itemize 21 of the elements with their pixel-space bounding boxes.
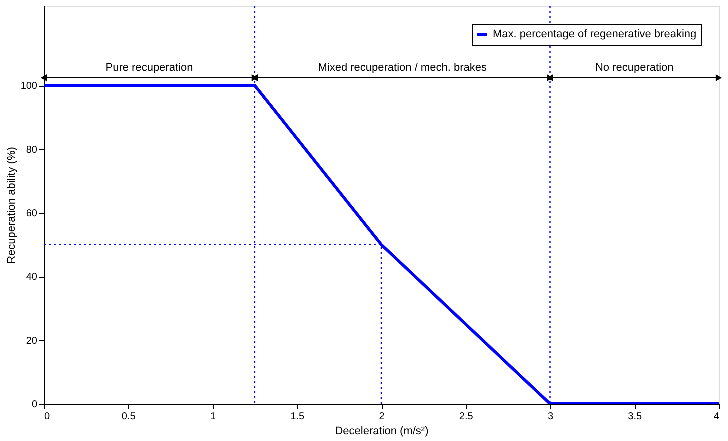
x-axis-title: Deceleration (m/s²) (335, 426, 429, 438)
y-tick-label: 60 (26, 208, 38, 220)
x-tick-label: 2.5 (459, 412, 474, 422)
x-tick-label: 1 (210, 412, 216, 422)
legend-label: Max. percentage of regenerative breaking (493, 28, 697, 40)
y-tick-label: 40 (26, 272, 38, 284)
annotation: Mixed recuperation / mech. brakes (318, 62, 488, 74)
y-tick-label: 100 (20, 81, 38, 92)
y-tick-label: 80 (26, 144, 38, 156)
x-tick-label: 0 (44, 412, 50, 422)
x-tick-label: 1.5 (290, 412, 306, 422)
x-tick-label: 2 (379, 412, 386, 422)
x-tick-label: 3.5 (628, 412, 643, 422)
x-tick-label: 0.5 (122, 412, 136, 422)
y-axis-title: Recuperation ability (%) (6, 147, 18, 264)
annotation: Pure recuperation (106, 62, 194, 74)
x-tick-label: 4 (714, 412, 720, 422)
x-tick-label: 3 (548, 412, 554, 422)
y-tick-label: 20 (26, 336, 38, 347)
y-tick-label: 0 (32, 400, 38, 410)
annotation: No recuperation (595, 62, 674, 74)
